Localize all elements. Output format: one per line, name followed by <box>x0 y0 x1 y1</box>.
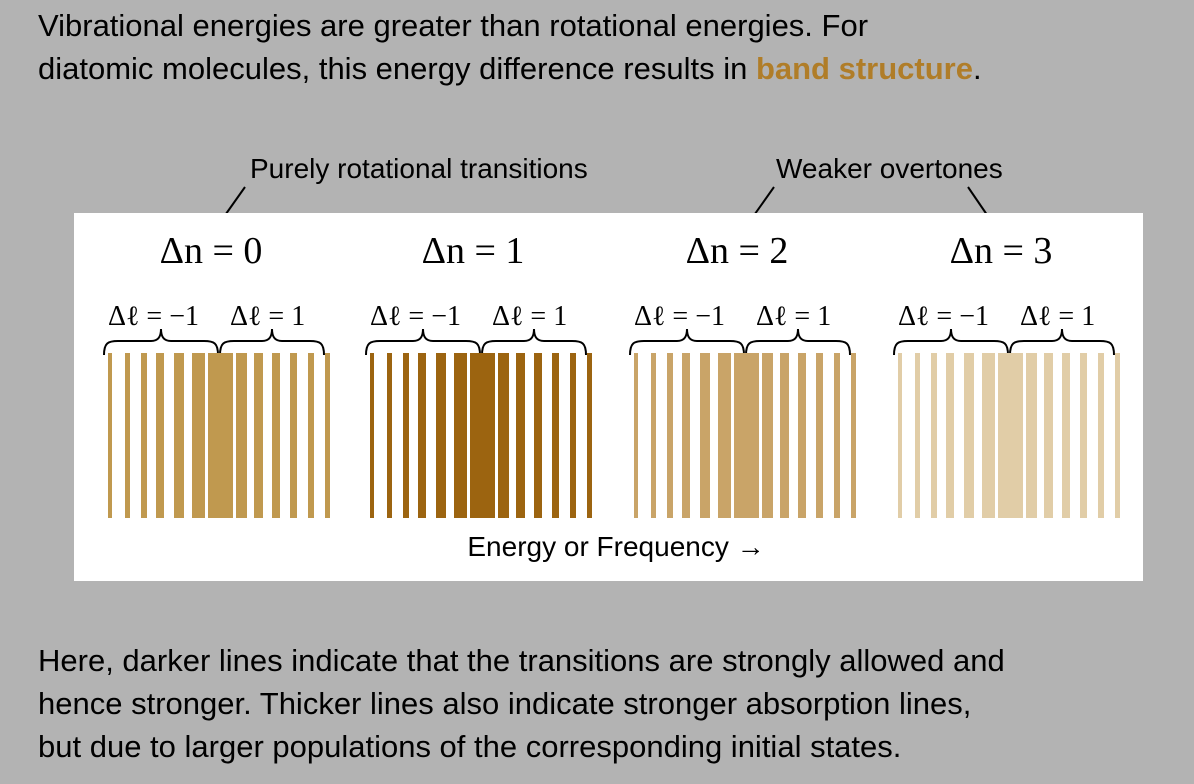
brace-plus-2 <box>745 328 851 356</box>
spectral-line-3-3 <box>946 353 954 518</box>
spectral-line-3-10 <box>1062 353 1070 518</box>
spectral-line-2-13 <box>851 353 856 518</box>
spectral-line-0-11 <box>290 353 297 518</box>
brace-minus-0 <box>103 328 219 356</box>
spectral-line-2-11 <box>816 353 823 518</box>
spectral-line-0-2 <box>141 353 147 518</box>
spectral-line-0-13 <box>325 353 330 518</box>
spectral-line-0-10 <box>272 353 280 518</box>
axis-label: Energy or Frequency → <box>467 531 764 562</box>
spectral-line-1-4 <box>436 353 446 518</box>
spectral-line-0-4 <box>174 353 184 518</box>
spectral-line-1-0 <box>370 353 374 518</box>
spectral-line-2-2 <box>667 353 673 518</box>
spectral-line-0-8 <box>236 353 247 518</box>
spectral-line-3-6 <box>998 353 1012 518</box>
intro-paragraph: Vibrational energies are greater than ro… <box>38 4 1178 90</box>
spectral-line-2-6 <box>734 353 748 518</box>
spectral-line-1-13 <box>587 353 592 518</box>
spectral-line-1-3 <box>418 353 426 518</box>
spectral-line-2-4 <box>700 353 710 518</box>
spectral-line-1-12 <box>570 353 576 518</box>
spectral-line-0-6 <box>208 353 222 518</box>
delta-n-label-3: Δn = 3 <box>950 230 1053 272</box>
spectral-line-1-1 <box>387 353 392 518</box>
spectral-line-3-7 <box>1009 353 1023 518</box>
delta-l-plus-label-0: Δℓ = 1 <box>230 301 305 332</box>
spectral-line-2-1 <box>651 353 656 518</box>
brace-plus-1 <box>481 328 587 356</box>
spectral-line-1-11 <box>552 353 559 518</box>
brace-minus-2 <box>629 328 745 356</box>
delta-l-minus-label-2: Δℓ = −1 <box>634 301 725 332</box>
delta-l-minus-label-1: Δℓ = −1 <box>370 301 461 332</box>
spectral-line-3-1 <box>915 353 920 518</box>
spectral-line-2-10 <box>798 353 806 518</box>
spectral-line-1-8 <box>498 353 509 518</box>
spectral-line-0-7 <box>219 353 233 518</box>
spectral-line-0-0 <box>108 353 112 518</box>
delta-l-minus-label-0: Δℓ = −1 <box>108 301 199 332</box>
spectral-line-2-0 <box>634 353 638 518</box>
spectral-line-1-7 <box>481 353 495 518</box>
spectral-line-2-5 <box>718 353 731 518</box>
spectral-line-2-9 <box>780 353 789 518</box>
delta-l-minus-label-3: Δℓ = −1 <box>898 301 989 332</box>
spectral-line-2-3 <box>682 353 690 518</box>
spectral-line-3-9 <box>1044 353 1053 518</box>
outro-line-3: but due to larger populations of the cor… <box>38 729 902 764</box>
spectral-line-1-6 <box>470 353 484 518</box>
outro-line-1: Here, darker lines indicate that the tra… <box>38 643 1005 678</box>
spectral-line-0-1 <box>125 353 130 518</box>
spectral-line-2-8 <box>762 353 773 518</box>
spectral-line-0-12 <box>308 353 314 518</box>
brace-plus-3 <box>1009 328 1115 356</box>
spectral-line-3-12 <box>1098 353 1104 518</box>
spectral-line-3-4 <box>964 353 974 518</box>
spectral-line-1-2 <box>403 353 409 518</box>
intro-line-2-suffix: . <box>972 51 982 86</box>
band-structure-highlight: band structure <box>755 51 973 86</box>
band-diagram-panel: Δn = 0 Δℓ = −1 Δℓ = 1 Δn = 1 Δℓ = −1 Δℓ = 1 Δn… <box>74 213 1143 581</box>
brace-minus-3 <box>893 328 1009 356</box>
delta-n-label-1: Δn = 1 <box>422 230 525 272</box>
spectral-line-3-13 <box>1115 353 1120 518</box>
delta-n-label-0: Δn = 0 <box>160 230 263 272</box>
callout-overtones: Weaker overtones <box>776 153 1003 184</box>
intro-line-2-prefix: diatomic molecules, this energy differen… <box>38 51 756 86</box>
outro-paragraph: Here, darker lines indicate that the tra… <box>38 639 1178 768</box>
spectral-line-3-0 <box>898 353 902 518</box>
spectral-line-3-5 <box>982 353 995 518</box>
spectral-line-3-2 <box>931 353 937 518</box>
brace-plus-0 <box>219 328 325 356</box>
spectral-line-3-11 <box>1080 353 1087 518</box>
spectral-line-0-9 <box>254 353 263 518</box>
spectral-line-1-10 <box>534 353 542 518</box>
delta-l-plus-label-2: Δℓ = 1 <box>756 301 831 332</box>
callout-rotational: Purely rotational transitions <box>250 153 588 184</box>
outro-line-2: hence stronger. Thicker lines also indic… <box>38 686 972 721</box>
delta-l-plus-label-1: Δℓ = 1 <box>492 301 567 332</box>
spectral-line-1-9 <box>516 353 525 518</box>
delta-l-plus-label-3: Δℓ = 1 <box>1020 301 1095 332</box>
spectral-line-2-12 <box>834 353 840 518</box>
spectral-line-0-3 <box>156 353 164 518</box>
spectral-line-1-5 <box>454 353 467 518</box>
spectral-line-3-8 <box>1026 353 1037 518</box>
spectral-line-2-7 <box>745 353 759 518</box>
intro-line-1: Vibrational energies are greater than ro… <box>38 8 869 43</box>
band-diagram: Δn = 0 Δℓ = −1 Δℓ = 1 Δn = 1 Δℓ = −1 Δℓ = 1 Δn… <box>103 230 1120 562</box>
spectral-line-0-5 <box>192 353 205 518</box>
delta-n-label-2: Δn = 2 <box>686 230 789 272</box>
brace-minus-1 <box>365 328 481 356</box>
